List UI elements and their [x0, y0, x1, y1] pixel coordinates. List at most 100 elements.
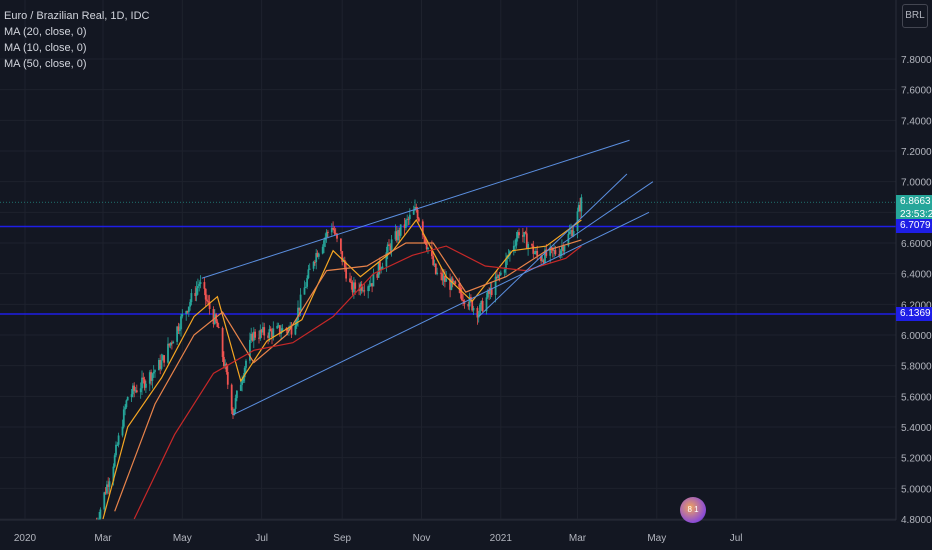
candle-body	[187, 306, 190, 313]
candle-body	[486, 290, 489, 298]
ma20-legend[interactable]: MA (20, close, 0)	[4, 26, 87, 38]
level-tag-upper: 6.7079	[896, 219, 932, 234]
price-tick-label: 5.4000	[901, 423, 932, 434]
candle-body	[512, 245, 515, 252]
candle-body	[450, 278, 453, 290]
candle-body	[412, 210, 415, 215]
candle-body	[199, 282, 202, 285]
moving-averages	[102, 218, 582, 520]
candle-body	[327, 231, 329, 233]
candle-body	[527, 244, 529, 249]
candle-body	[178, 329, 181, 331]
candle-body	[249, 339, 251, 361]
ma50-legend[interactable]: MA (50, close, 0)	[4, 58, 87, 70]
candle-body	[154, 370, 156, 372]
symbol-title[interactable]: Euro / Brazilian Real, 1D, IDC	[4, 10, 150, 22]
candle-body	[334, 233, 337, 235]
price-axis[interactable]: 7.80007.60007.40007.20007.00006.80006.60…	[895, 0, 932, 550]
candle-body	[562, 246, 565, 252]
candle-body	[258, 337, 260, 339]
candle-body	[208, 301, 211, 310]
candle-body	[395, 231, 398, 241]
candles	[95, 194, 583, 527]
candle-body	[132, 385, 134, 395]
candle-body	[171, 342, 173, 344]
candle-body	[427, 247, 429, 250]
candle-body	[489, 288, 492, 294]
price-tick-label: 5.2000	[901, 454, 932, 465]
candle-body	[571, 230, 574, 237]
candle-body	[142, 377, 145, 380]
candle-body	[107, 484, 110, 487]
broker-logo-icon[interactable]: 8 1	[680, 497, 706, 523]
candle-body	[362, 290, 364, 292]
candle-body	[263, 327, 266, 336]
candle-body	[152, 371, 155, 374]
candle-body	[130, 394, 133, 398]
currency-button[interactable]: BRL	[902, 4, 928, 28]
candle-body	[299, 294, 302, 311]
candle-body	[579, 205, 581, 212]
candle-body	[148, 372, 151, 384]
last-price-tag: 6.8663	[896, 195, 932, 210]
candle-body	[190, 293, 193, 303]
candle-body	[398, 230, 401, 236]
candle-body	[158, 359, 160, 371]
candle-body	[405, 219, 407, 228]
candle-body	[477, 313, 480, 318]
candle-body	[371, 283, 373, 287]
candle-body	[225, 363, 228, 372]
candle-body	[449, 278, 451, 290]
candle-body	[363, 290, 366, 292]
trendline	[232, 211, 650, 416]
candle-body	[254, 331, 256, 338]
candle-body	[194, 293, 197, 296]
candle-body	[514, 245, 516, 247]
candle-body	[376, 273, 379, 278]
trendline	[478, 173, 628, 317]
candle-body	[180, 316, 182, 330]
candle-body	[454, 281, 457, 284]
candle-body	[494, 276, 497, 295]
candle-body	[423, 235, 425, 238]
candle-body	[207, 301, 210, 303]
candle-body	[241, 381, 243, 385]
candle-body	[525, 233, 528, 249]
candle-body	[321, 246, 324, 254]
moving-average-line	[114, 239, 582, 512]
trendlines	[201, 139, 654, 416]
candle-body	[145, 383, 147, 388]
time-axis[interactable]: 2020 Mar May Jul Sep Nov 2021 Mar May Jul	[0, 519, 896, 550]
candle-body	[561, 246, 563, 251]
candle-body	[406, 218, 409, 220]
candle-body	[232, 410, 234, 416]
candle-body	[168, 343, 171, 346]
candle-body	[349, 278, 351, 282]
candle-body	[316, 253, 319, 257]
candle-body	[490, 288, 493, 295]
time-tick-label: 2020	[14, 533, 37, 544]
candle-body	[389, 245, 392, 251]
candle-body	[276, 325, 279, 329]
horizontal-levels	[0, 201, 896, 315]
candle-body	[472, 307, 475, 311]
candle-body	[226, 371, 229, 385]
candle-body	[345, 267, 347, 279]
price-tick-label: 7.8000	[901, 55, 932, 66]
candle-body	[177, 326, 180, 331]
ma10-legend[interactable]: MA (10, close, 0)	[4, 42, 87, 54]
candle-body	[431, 247, 433, 257]
candle-body	[115, 444, 117, 456]
candle-body	[515, 238, 518, 246]
candle-body	[388, 244, 390, 246]
candle-body	[499, 272, 502, 275]
time-tick-label: May	[647, 533, 666, 544]
candle-body	[203, 282, 206, 289]
time-tick-label: 2021	[490, 533, 513, 544]
candle-body	[195, 288, 198, 296]
candle-body	[141, 377, 143, 389]
candle-body	[103, 492, 106, 510]
level-tag-lower: 6.1369	[896, 307, 932, 321]
candle-body	[341, 251, 344, 262]
